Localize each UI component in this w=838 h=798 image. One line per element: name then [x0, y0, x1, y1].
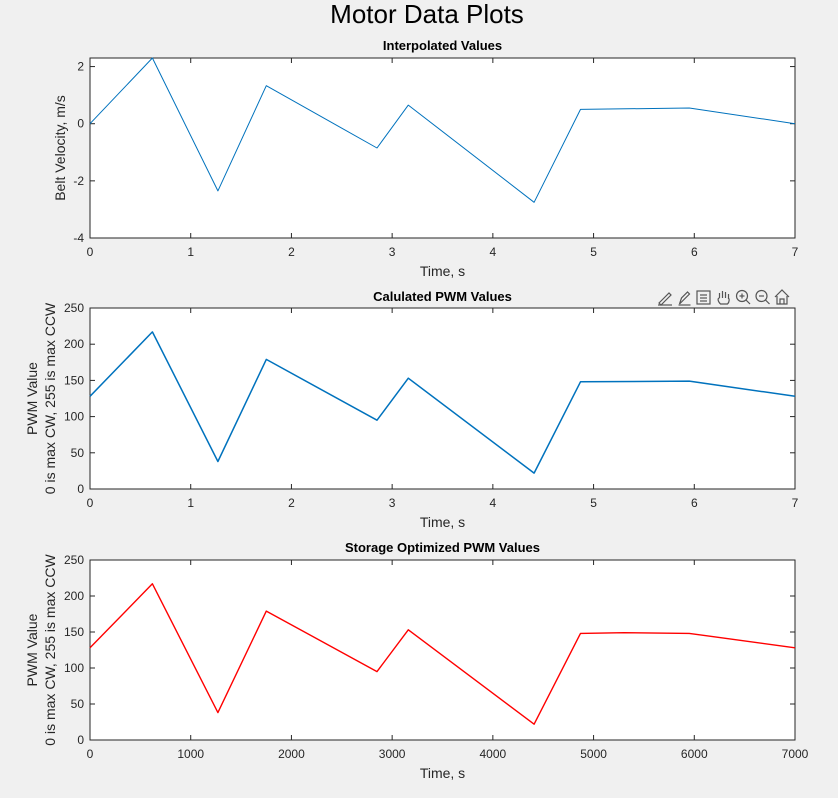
- y-tick-label: 0: [77, 482, 84, 496]
- x-tick-label: 2000: [278, 747, 305, 761]
- y-tick-label: 200: [64, 589, 84, 603]
- zoom-out-icon[interactable]: [755, 289, 770, 305]
- series-line: [89, 331, 796, 474]
- y-tick-label: 50: [71, 697, 85, 711]
- series-line: [89, 57, 796, 203]
- y-axis-label: 0 is max CW, 255 is max CCW: [42, 302, 58, 494]
- y-tick-label: 150: [64, 625, 84, 639]
- x-axis-label: Time, s: [420, 514, 465, 530]
- x-tick-label: 6000: [681, 747, 708, 761]
- x-tick-label: 0: [87, 747, 94, 761]
- pan-hand-icon[interactable]: [717, 291, 730, 305]
- x-tick-label: 1: [187, 245, 194, 259]
- x-tick-label: 5: [590, 245, 597, 259]
- x-tick-label: 3: [389, 245, 396, 259]
- y-tick-label: -4: [73, 231, 84, 245]
- axes-toolbar[interactable]: [658, 289, 790, 306]
- plot-area[interactable]: [89, 559, 796, 741]
- y-axis-label: Belt Velocity, m/s: [52, 95, 68, 201]
- y-tick-label: 100: [64, 410, 84, 424]
- series-line: [89, 583, 796, 725]
- x-tick-label: 2: [288, 245, 295, 259]
- x-tick-label: 5: [590, 496, 597, 510]
- axes-2[interactable]: Calulated PWM Values 0 1 2 3 4 5 6 7 0 50 100 150 200…: [24, 289, 799, 530]
- x-tick-label: 5000: [580, 747, 607, 761]
- x-tick-label: 7: [792, 245, 799, 259]
- x-tick-label: 4000: [480, 747, 507, 761]
- y-tick-label: 2: [77, 60, 84, 74]
- x-tick-label: 7000: [782, 747, 809, 761]
- y-tick-label: 250: [64, 553, 84, 567]
- x-tick-label: 2: [288, 496, 295, 510]
- figure-title: Motor Data Plots: [330, 0, 524, 29]
- x-tick-label: 0: [87, 245, 94, 259]
- x-tick-label: 4: [490, 245, 497, 259]
- y-tick-label: 0: [77, 117, 84, 131]
- plot-area[interactable]: [89, 57, 796, 239]
- axes-title: Storage Optimized PWM Values: [345, 540, 540, 555]
- x-tick-label: 3: [389, 496, 396, 510]
- y-tick-label: -2: [73, 174, 84, 188]
- y-tick-label: 200: [64, 337, 84, 351]
- x-tick-label: 6: [691, 496, 698, 510]
- y-tick-label: 0: [77, 733, 84, 747]
- y-tick-label: 50: [71, 446, 85, 460]
- axes-1[interactable]: Interpolated Values 0 1 2 3 4 5 6 7 -4 -2 0 2 Time, s…: [52, 38, 799, 279]
- x-axis-label: Time, s: [420, 765, 465, 781]
- y-axis-label: 0 is max CW, 255 is max CCW: [42, 554, 58, 746]
- legend-icon[interactable]: [696, 290, 711, 305]
- x-tick-label: 4: [490, 496, 497, 510]
- x-tick-label: 3000: [379, 747, 406, 761]
- x-tick-label: 6: [691, 245, 698, 259]
- x-axis-label: Time, s: [420, 263, 465, 279]
- plot-area[interactable]: [89, 307, 796, 490]
- x-tick-label: 1000: [177, 747, 204, 761]
- axes-layer: Interpolated Values 0 1 2 3 4 5 6 7 -4 -2 0 2 Time, s…: [24, 38, 809, 781]
- x-tick-label: 7: [792, 496, 799, 510]
- x-tick-label: 1: [187, 496, 194, 510]
- data-tip-icon[interactable]: [678, 291, 691, 306]
- axes-title: Interpolated Values: [383, 38, 502, 53]
- y-tick-label: 150: [64, 373, 84, 387]
- y-tick-label: 100: [64, 661, 84, 675]
- brush-icon[interactable]: [658, 292, 672, 306]
- home-icon[interactable]: [774, 289, 790, 305]
- y-tick-label: 250: [64, 301, 84, 315]
- y-axis-label: PWM Value: [24, 613, 40, 686]
- axes-title: Calulated PWM Values: [373, 289, 512, 304]
- zoom-in-icon[interactable]: [735, 289, 751, 305]
- x-tick-label: 0: [87, 496, 94, 510]
- y-axis-label: PWM Value: [24, 362, 40, 435]
